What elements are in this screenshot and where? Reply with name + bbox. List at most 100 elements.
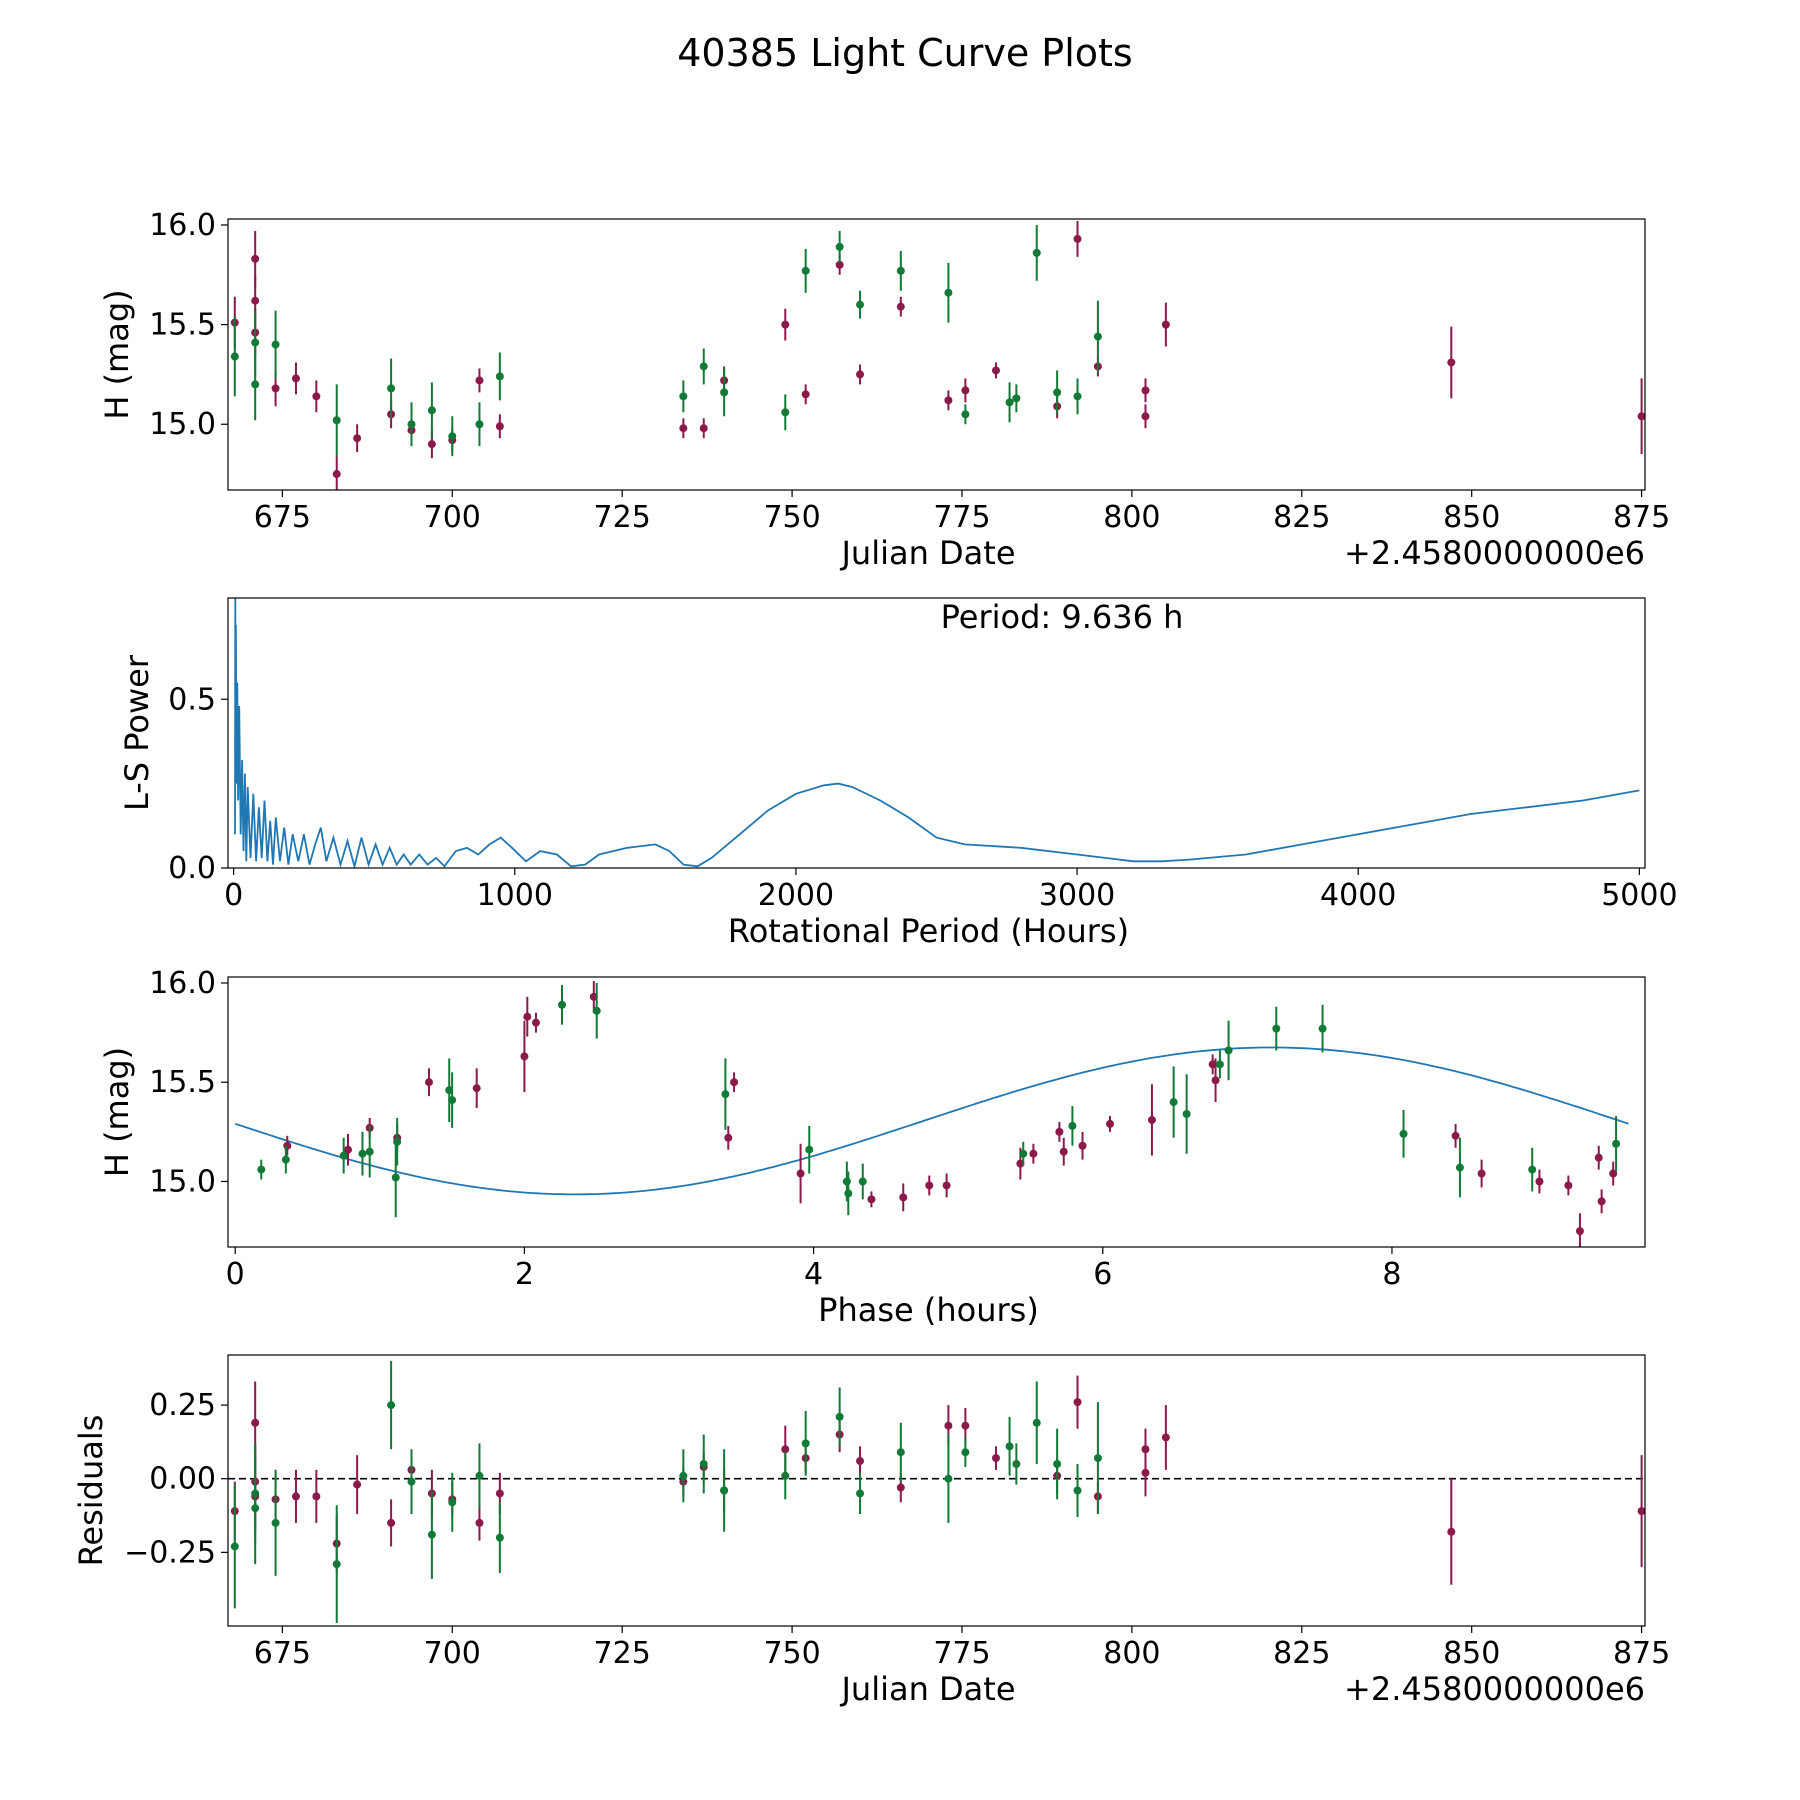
data-point (344, 1145, 353, 1154)
data-point (1059, 1147, 1068, 1156)
y-tick-label: 15.0 (149, 407, 216, 442)
data-point (991, 366, 1000, 375)
data-point (796, 1169, 805, 1178)
panel-residuals: 675 700 725 750 775 800 825 850 875 −0.25 0.00 0.25… (72, 1354, 1670, 1708)
data-point (391, 1173, 400, 1182)
x-tick-label: 8 (1382, 1257, 1401, 1292)
data-point (271, 1518, 280, 1527)
x-tick-label: 875 (1613, 1636, 1670, 1671)
data-point (1073, 234, 1082, 243)
y-tick-label: 15.0 (149, 1164, 216, 1199)
x-tick-label: 775 (933, 500, 990, 535)
data-point (448, 1096, 457, 1105)
data-point (1272, 1024, 1281, 1033)
x-tick-label: 2000 (758, 878, 834, 913)
data-point (925, 1181, 934, 1190)
x-tick-label: 0 (226, 1257, 245, 1292)
axes-frame (227, 1354, 1646, 1627)
data-point (896, 1448, 905, 1457)
data-point (1399, 1129, 1408, 1138)
y-tick-label: 0.00 (149, 1462, 216, 1497)
x-tick-label: 850 (1443, 1636, 1500, 1671)
data-point (842, 1177, 851, 1186)
data-point (1073, 1486, 1082, 1495)
data-point (332, 416, 341, 425)
x-tick-label: 675 (254, 1636, 311, 1671)
data-point (1093, 332, 1102, 341)
data-point (1597, 1197, 1606, 1206)
data-point (856, 370, 865, 379)
data-point (781, 408, 790, 417)
x-tick-label: 825 (1273, 1636, 1330, 1671)
data-point (781, 320, 790, 329)
data-point (251, 254, 260, 263)
x-tick-label: 700 (424, 1636, 481, 1671)
data-point (1073, 392, 1082, 401)
data-point (1068, 1121, 1077, 1130)
x-tick-label: 875 (1613, 500, 1670, 535)
data-point (1161, 320, 1170, 329)
data-point (942, 1181, 951, 1190)
data-point (801, 390, 810, 399)
data-point (558, 1000, 567, 1009)
data-point (1005, 398, 1014, 407)
data-point (1141, 1468, 1150, 1477)
y-tick-label: −0.25 (124, 1535, 216, 1570)
data-point (801, 266, 810, 275)
y-tick-label: 16.0 (149, 966, 216, 1001)
data-point (448, 1498, 457, 1507)
data-point (353, 1480, 362, 1489)
period-annotation: Period: 9.636 h (941, 598, 1184, 636)
data-point (1012, 1459, 1021, 1468)
data-point (427, 406, 436, 415)
data-point (475, 376, 484, 385)
panel-periodogram: 0 1000 2000 3000 4000 5000 0.0 0.5 Rotational Pe… (118, 597, 1678, 950)
data-point (1073, 1398, 1082, 1407)
data-point (271, 340, 280, 349)
data-point (407, 420, 416, 429)
data-point (495, 1533, 504, 1542)
data-point (1182, 1109, 1191, 1118)
data-point (944, 396, 953, 405)
data-point (1019, 1149, 1028, 1158)
data-point (353, 434, 362, 443)
data-point (844, 1189, 853, 1198)
x-tick-label: 700 (424, 500, 481, 535)
data-point (1093, 1454, 1102, 1463)
x-offset-text: +2.4580000000e6 (1344, 534, 1645, 572)
x-offset-text: +2.4580000000e6 (1344, 1670, 1645, 1708)
x-tick-label: 2 (515, 1257, 534, 1292)
model-fit-curve (234, 1046, 1629, 1196)
data-point (1106, 1119, 1115, 1128)
data-point (339, 1151, 348, 1160)
y-tick-label: 0.25 (149, 1388, 216, 1423)
data-point (1211, 1076, 1220, 1085)
data-point (393, 1137, 402, 1146)
y-axis-label: H (mag) (98, 1047, 136, 1177)
axes-frame (227, 976, 1646, 1248)
data-point (251, 1489, 260, 1498)
data-point (1053, 388, 1062, 397)
data-point (1477, 1169, 1486, 1178)
x-tick-label: 4 (804, 1257, 823, 1292)
data-point (495, 1489, 504, 1498)
data-point (1029, 1149, 1038, 1158)
data-point (944, 1474, 953, 1483)
data-point (1169, 1098, 1178, 1107)
x-tick-label: 750 (763, 1636, 820, 1671)
data-point (283, 1141, 292, 1150)
data-point (475, 1518, 484, 1527)
x-tick-label: 675 (254, 500, 311, 535)
x-tick-label: 725 (594, 500, 651, 535)
data-point (332, 470, 341, 479)
data-point (1032, 248, 1041, 257)
data-point (944, 1421, 953, 1430)
y-axis-label: H (mag) (98, 289, 136, 419)
panel-lightcurve: 675 700 725 750 775 800 825 850 875 15.0 15.5 16.0 J… (98, 208, 1670, 572)
data-point (1141, 386, 1150, 395)
plot-area (228, 1360, 1645, 1624)
data-point (679, 424, 688, 433)
data-point (805, 1145, 814, 1154)
data-point (720, 1486, 729, 1495)
x-tick-label: 1000 (477, 878, 553, 913)
